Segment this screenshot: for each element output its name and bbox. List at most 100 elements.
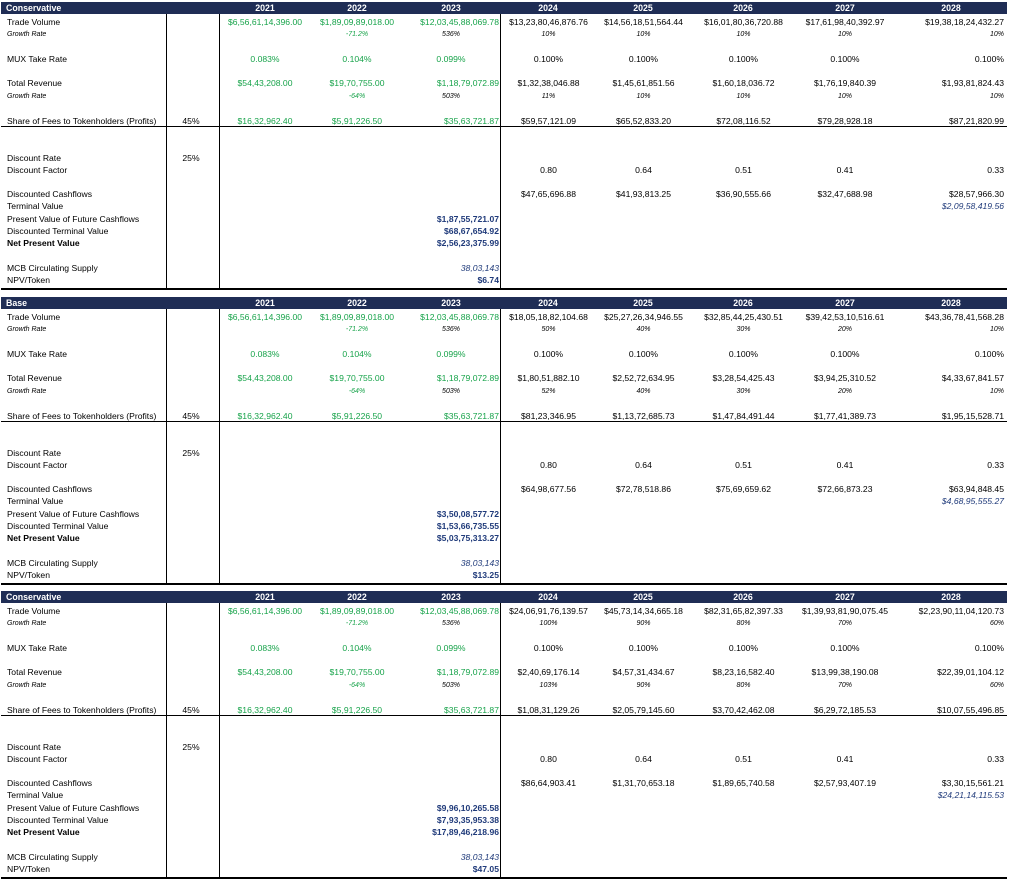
supply-label: MCB Circulating Supply <box>7 558 98 568</box>
discount-factor-cell: 0.51 <box>735 165 752 175</box>
revenue-cell: $54,43,208.00 <box>237 667 293 677</box>
trade-volume-cell: $32,85,44,25,430.51 <box>704 312 783 322</box>
share-percent: 45% <box>182 116 200 126</box>
year-header: 2022 <box>347 592 367 602</box>
terminal-value-label: Terminal Value <box>7 496 64 506</box>
revenue-cell: $19,70,755.00 <box>329 667 385 677</box>
revenue-growth-cell: 503% <box>442 388 460 395</box>
trade-volume-growth-cell: 536% <box>442 31 460 38</box>
trade-volume-cell: $12,03,45,88,069.78 <box>420 312 499 322</box>
column-divider <box>219 603 220 879</box>
take-rate-cell: 0.100% <box>830 643 860 653</box>
circulating-supply-cell: 38,03,143 <box>460 558 499 568</box>
net-present-value-cell: $2,56,23,375.99 <box>436 238 499 248</box>
take-rate-cell: 0.083% <box>250 349 280 359</box>
take-rate-cell: 0.083% <box>250 643 280 653</box>
revenue-cell: $22,39,01,104.12 <box>937 667 1004 677</box>
column-divider <box>219 309 220 585</box>
trade-volume-growth-cell: -71.2% <box>345 326 369 333</box>
discount-rate-value: 25% <box>182 153 200 163</box>
trade-volume-cell: $25,27,26,34,946.55 <box>604 312 683 322</box>
npv-per-token-cell: $13.25 <box>472 570 499 580</box>
trade-volume-cell: $43,36,78,41,568.28 <box>925 312 1004 322</box>
discounted-terminal-value-cell: $68,67,654.92 <box>444 226 499 236</box>
take-rate-cell: 0.100% <box>830 349 860 359</box>
take-rate-cell: 0.104% <box>342 349 372 359</box>
year-header: 2024 <box>538 3 558 13</box>
share-fees-cell: $72,08,116.52 <box>716 116 771 126</box>
discounted-cashflow-cell: $86,64,903.41 <box>521 778 576 788</box>
revenue-cell: $1,18,79,072.89 <box>436 667 499 677</box>
share-fees-label: Share of Fees to Tokenholders (Profits) <box>7 705 157 715</box>
share-fees-cell: $35,63,721.87 <box>444 411 499 421</box>
trade-volume-growth-cell: 10% <box>541 31 556 38</box>
take-rate-cell: 0.100% <box>628 349 659 359</box>
year-header: 2026 <box>733 592 753 602</box>
scenario-header: Conservative 2021 2022 2023 2024 2025 2026 2027… <box>1 2 1007 14</box>
revenue-growth-cell: 11% <box>541 93 556 100</box>
npv-label: Net Present Value <box>7 827 80 837</box>
take-rate-label: MUX Take Rate <box>7 54 68 64</box>
trade-volume-cell: $6,56,61,14,396.00 <box>227 17 303 27</box>
revenue-cell: $1,18,79,072.89 <box>436 373 499 383</box>
revenue-cell: $1,18,79,072.89 <box>436 78 499 88</box>
scenario-header: Base 2021 2022 2023 2024 2025 2026 2027 2028 <box>1 297 1007 309</box>
trade-volume-growth-cell: 10% <box>837 31 852 38</box>
discounted-cashflow-cell: $41,93,813.25 <box>616 189 671 199</box>
year-header: 2025 <box>633 298 653 308</box>
column-divider <box>166 14 167 290</box>
net-present-value-cell: $17,89,46,218.96 <box>432 827 499 837</box>
pv-future-label: Present Value of Future Cashflows <box>7 803 140 813</box>
share-fees-cell: $1,13,72,685.73 <box>612 411 675 421</box>
revenue-growth-cell: 30% <box>736 388 751 395</box>
revenue-growth-cell: -64% <box>348 388 366 395</box>
discounted-terminal-label: Discounted Terminal Value <box>7 815 109 825</box>
discount-rate-label: Discount Rate <box>7 448 61 458</box>
scenario-name: Conservative <box>6 592 62 602</box>
discount-factor-cell: 0.64 <box>635 460 652 470</box>
trade-volume-growth-cell: 536% <box>442 326 460 333</box>
section-divider <box>1 421 1007 422</box>
revenue-cell: $2,52,72,634.95 <box>612 373 675 383</box>
share-fees-cell: $1,47,84,491.44 <box>712 411 775 421</box>
npv-token-label: NPV/Token <box>7 275 50 285</box>
discounted-terminal-label: Discounted Terminal Value <box>7 521 109 531</box>
npv-label: Net Present Value <box>7 533 80 543</box>
discounted-cashflow-cell: $72,66,873.23 <box>817 484 873 494</box>
year-header: 2023 <box>441 298 461 308</box>
discounted-cashflows-label: Discounted Cashflows <box>7 484 93 494</box>
npv-token-label: NPV/Token <box>7 570 50 580</box>
revenue-growth-cell: 60% <box>989 682 1004 689</box>
column-divider <box>166 603 167 879</box>
block-bottom-border <box>1 288 1007 290</box>
share-fees-cell: $10,07,55,496.85 <box>937 705 1004 715</box>
trade-volume-cell: $6,56,61,14,396.00 <box>227 312 303 322</box>
year-header: 2027 <box>835 592 855 602</box>
year-header: 2026 <box>733 3 753 13</box>
trade-volume-growth-cell: -71.2% <box>345 31 369 38</box>
trade-volume-cell: $2,23,90,11,04,120.73 <box>918 606 1004 616</box>
discounted-cashflow-cell: $28,57,966.30 <box>949 189 1004 199</box>
take-rate-cell: 0.104% <box>342 643 372 653</box>
discounted-cashflows-label: Discounted Cashflows <box>7 189 93 199</box>
revenue-cell: $19,70,755.00 <box>329 373 385 383</box>
total-revenue-label: Total Revenue <box>7 373 62 383</box>
revenue-growth-cell: 10% <box>989 388 1004 395</box>
trade-volume-growth-cell: 20% <box>837 326 852 333</box>
npv-per-token-cell: $47.05 <box>472 864 499 874</box>
scenario-name: Conservative <box>6 3 62 13</box>
share-fees-cell: $79,28,928.18 <box>817 116 873 126</box>
trade-volume-growth-cell: 10% <box>736 31 751 38</box>
trade-volume-cell: $1,39,93,81,90,075.45 <box>801 606 889 616</box>
year-header: 2027 <box>835 3 855 13</box>
pv-future-label: Present Value of Future Cashflows <box>7 509 140 519</box>
terminal-value-cell: $4,68,95,555.27 <box>941 496 1004 506</box>
trade-volume-cell: $1,89,09,89,018.00 <box>319 17 395 27</box>
discount-factor-cell: 0.41 <box>836 754 854 764</box>
trade-volume-cell: $12,03,45,88,069.78 <box>420 17 499 27</box>
year-header: 2024 <box>538 592 558 602</box>
discounted-cashflow-cell: $47,65,696.88 <box>521 189 576 199</box>
year-header: 2021 <box>255 298 275 308</box>
take-rate-cell: 0.100% <box>533 643 564 653</box>
share-fees-cell: $1,95,15,528.71 <box>941 411 1004 421</box>
